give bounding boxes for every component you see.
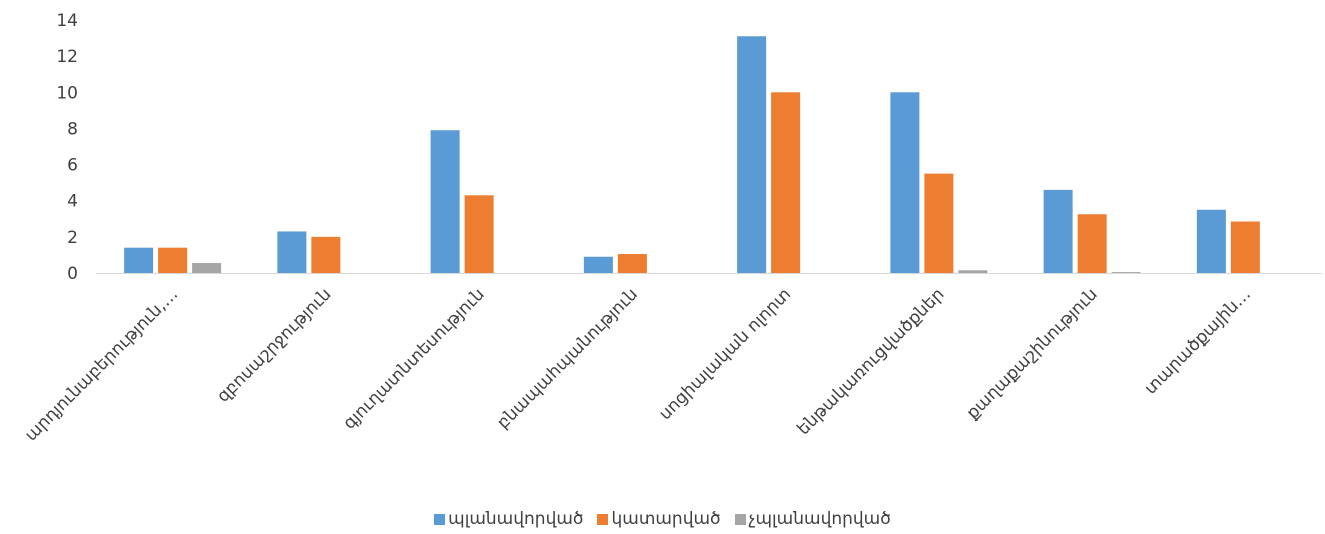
y-tick-label: 10 xyxy=(56,83,78,103)
y-tick-label: 14 xyxy=(56,11,78,31)
bar-planned xyxy=(430,130,460,273)
x-category-label: գյուղատնտեսություն xyxy=(339,284,488,433)
y-tick-label: 12 xyxy=(56,47,78,67)
legend-item: չպլանավորված xyxy=(734,509,891,529)
legend-label: չպլանավորված xyxy=(748,509,891,529)
x-category-label: բնապահպանություն xyxy=(493,284,642,433)
legend-item: կատարված xyxy=(597,509,721,529)
chart-legend: պլանավորված կատարված չպլանավորված xyxy=(0,509,1325,529)
y-tick-label: 6 xyxy=(67,156,78,176)
y-tick-label: 8 xyxy=(67,119,78,139)
x-category-label: սոցիալական ոլորտ xyxy=(655,284,795,424)
legend-label: պլանավորված xyxy=(448,509,584,529)
x-category-label: արդյունաբերություն,… xyxy=(21,284,182,445)
legend-swatch xyxy=(434,513,446,525)
bar-planned xyxy=(737,36,767,274)
x-category-label: տարածքային… xyxy=(1141,284,1255,398)
bar-completed xyxy=(158,247,188,273)
x-category-label: զբոսաշրջություն xyxy=(213,284,335,406)
bar-planned xyxy=(1196,209,1226,273)
legend-swatch xyxy=(597,513,609,525)
y-tick-label: 2 xyxy=(67,228,78,248)
bar-planned xyxy=(890,92,920,274)
bar-completed xyxy=(617,254,647,273)
bar-unplanned xyxy=(958,270,988,273)
bar-planned xyxy=(583,256,613,273)
bar-completed xyxy=(771,92,801,274)
bar-planned xyxy=(277,231,307,273)
y-tick-label: 4 xyxy=(67,192,78,212)
bar-completed xyxy=(1077,214,1107,273)
bar-planned xyxy=(1043,189,1073,273)
bar-completed xyxy=(1230,221,1260,273)
bar-unplanned xyxy=(192,263,222,273)
bar-planned xyxy=(124,247,154,273)
legend-swatch xyxy=(734,513,746,525)
x-category-label: քաղաքաշինություն xyxy=(963,284,1102,423)
bar-completed xyxy=(464,195,494,273)
x-category-label: ենթակառուցվածքներ xyxy=(794,284,949,439)
bar-completed xyxy=(311,236,341,273)
bar-unplanned xyxy=(1111,272,1141,273)
legend-label: կատարված xyxy=(611,509,721,529)
bar-completed xyxy=(924,173,954,273)
legend-item: պլանավորված xyxy=(434,509,583,529)
y-tick-label: 0 xyxy=(67,264,78,284)
